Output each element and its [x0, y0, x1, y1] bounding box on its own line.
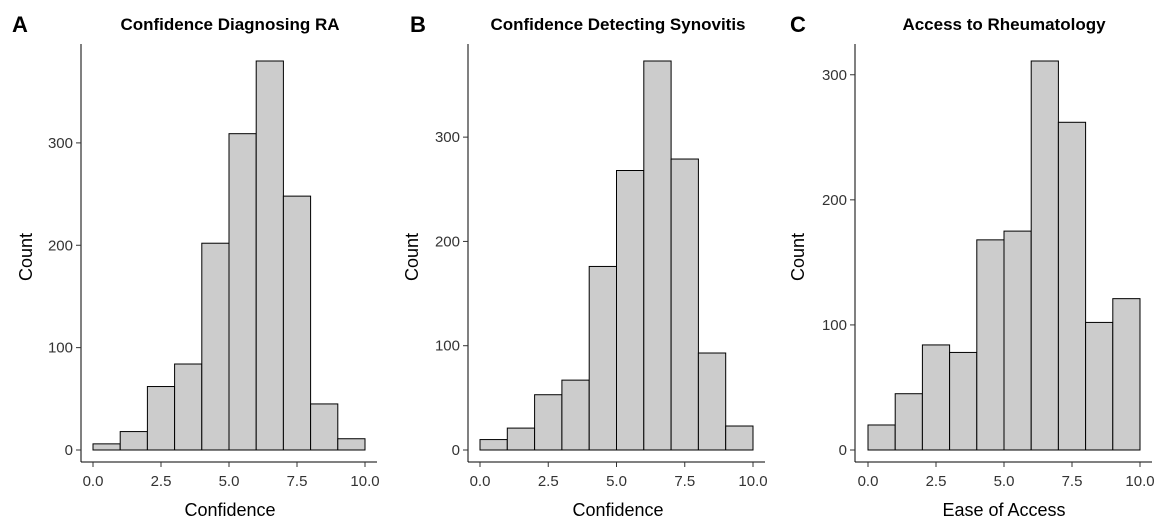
histogram-bar: [921, 344, 951, 451]
x-tick-label: 2.5: [538, 473, 559, 490]
histogram-bar: [119, 431, 148, 451]
y-tick-label: 200: [48, 237, 73, 254]
histogram-bar: [1003, 230, 1032, 451]
histogram-bar: [976, 239, 1005, 451]
y-tick-label: 300: [435, 129, 460, 146]
x-tick-label: 10.0: [350, 473, 379, 490]
x-tick-label: 7.5: [1062, 473, 1083, 490]
y-axis-title: Count: [16, 233, 36, 281]
y-axis-title: Count: [788, 233, 808, 281]
axes: 0 100 200 300 0.0 2.5 5.0 7.5 10.0: [48, 44, 380, 490]
panel-a: A Confidence Diagnosing RA Count Confide…: [12, 12, 380, 520]
y-tick-label: 0: [452, 442, 460, 459]
histogram-bar: [894, 393, 923, 451]
histogram-bar: [337, 438, 366, 451]
x-tick-label: 0.0: [83, 473, 104, 490]
y-tick-label: 0: [839, 442, 847, 459]
histogram-bar: [282, 195, 312, 451]
y-tick-label: 0: [65, 442, 73, 459]
histogram-bar: [174, 363, 203, 451]
y-tick-label: 100: [48, 340, 73, 357]
histogram-bar: [92, 443, 121, 451]
x-axis-title: Confidence: [572, 500, 663, 520]
histogram-bar: [228, 133, 257, 451]
bars: [479, 60, 754, 451]
y-tick-label: 200: [435, 233, 460, 250]
panel-letter: A: [12, 12, 28, 37]
x-tick-label: 10.0: [738, 473, 767, 490]
y-tick-label: 100: [822, 317, 847, 334]
histogram-bar: [561, 379, 590, 451]
panel-b: B Confidence Detecting Synovitis Count C…: [402, 12, 768, 520]
histogram-bar: [949, 351, 978, 451]
histogram-bar: [310, 403, 339, 451]
histogram-bar: [725, 425, 754, 451]
panel-letter: B: [410, 12, 426, 37]
x-axis-title: Confidence: [184, 500, 275, 520]
x-tick-label: 5.0: [606, 473, 627, 490]
y-tick-label: 300: [822, 67, 847, 84]
panel-c: C Access to Rheumatology Count Ease of A…: [788, 12, 1155, 520]
histogram-bar: [588, 265, 618, 451]
histogram-bar: [255, 60, 284, 451]
y-tick-label: 100: [435, 338, 460, 355]
y-tick-label: 200: [822, 192, 847, 209]
panel-title: Confidence Detecting Synovitis: [490, 15, 745, 34]
x-tick-label: 0.0: [858, 473, 879, 490]
histogram-bar: [1112, 298, 1141, 451]
histogram-bar: [479, 439, 508, 451]
histogram-bar: [1057, 121, 1087, 451]
axes: 0 100 200 300 0.0 2.5 5.0 7.5 10.0: [822, 44, 1155, 490]
histogram-bar: [670, 158, 699, 451]
histogram-bar: [146, 386, 176, 451]
x-tick-label: 5.0: [219, 473, 240, 490]
y-tick-label: 300: [48, 135, 73, 152]
bars: [92, 60, 366, 451]
histogram-bar: [1030, 60, 1059, 451]
histogram-bar: [867, 424, 896, 451]
panel-title: Access to Rheumatology: [902, 15, 1106, 34]
x-tick-label: 5.0: [994, 473, 1015, 490]
histogram-bar: [616, 170, 645, 451]
x-tick-label: 7.5: [287, 473, 308, 490]
histogram-bar: [534, 394, 563, 451]
x-tick-label: 2.5: [926, 473, 947, 490]
x-tick-label: 0.0: [470, 473, 491, 490]
axes: 0 100 200 300 0.0 2.5 5.0 7.5 10.0: [435, 44, 768, 490]
histogram-bar: [697, 352, 727, 451]
x-axis-title: Ease of Access: [942, 500, 1065, 520]
histogram-bar: [643, 60, 672, 451]
histogram-bar: [201, 242, 230, 451]
panel-letter: C: [790, 12, 806, 37]
x-tick-label: 10.0: [1125, 473, 1154, 490]
x-tick-label: 7.5: [674, 473, 695, 490]
histogram-bar: [506, 427, 536, 451]
histogram-bar: [1085, 321, 1114, 451]
x-tick-label: 2.5: [151, 473, 172, 490]
bars: [867, 60, 1141, 451]
y-axis-title: Count: [402, 233, 422, 281]
panel-title: Confidence Diagnosing RA: [120, 15, 339, 34]
